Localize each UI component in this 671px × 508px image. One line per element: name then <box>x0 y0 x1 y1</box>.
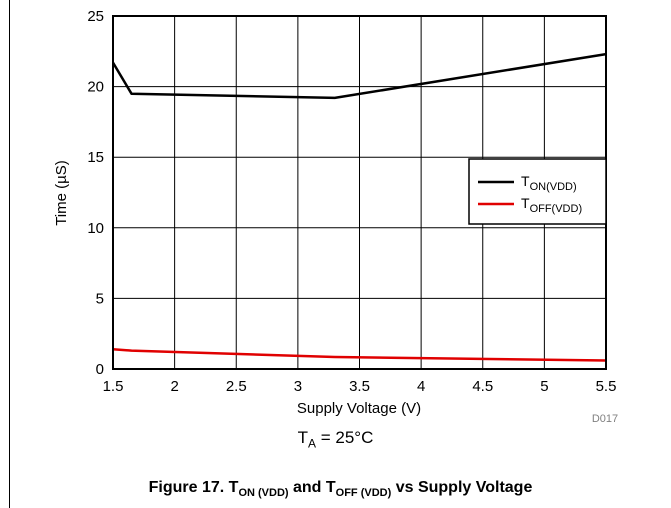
x-tick-label: 2 <box>170 378 178 395</box>
left-frame-line <box>9 0 10 508</box>
caption-prefix: Figure 17. T <box>148 479 239 496</box>
condition-value: = 25°C <box>316 428 374 447</box>
x-tick-label: 5.5 <box>596 378 617 395</box>
x-tick-label: 2.5 <box>226 378 247 395</box>
condition-subscript: A <box>308 436 317 451</box>
x-tick-label: 3.5 <box>349 378 370 395</box>
x-tick-label: 4 <box>417 378 425 395</box>
y-tick-label: 20 <box>87 79 104 96</box>
y-tick-label: 25 <box>87 8 104 25</box>
x-tick-label: 5 <box>540 378 548 395</box>
legend-label-onvdd: TON(VDD) <box>521 173 577 193</box>
series-line-offvdd <box>112 347 607 362</box>
legend-box <box>468 158 607 225</box>
figure-caption: Figure 17. TON (VDD) and TOFF (VDD) vs S… <box>0 479 671 499</box>
y-tick-label: 0 <box>96 361 104 378</box>
series-lines <box>111 52 607 362</box>
x-tick-label: 4.5 <box>472 378 493 395</box>
y-tick-labels: 0 5 10 15 20 25 <box>87 8 104 378</box>
chart-code: D017 <box>592 413 618 425</box>
test-condition: TA = 25°C <box>0 428 671 450</box>
y-tick-label: 5 <box>96 290 104 307</box>
y-axis-label: Time (µS) <box>53 160 70 226</box>
y-tick-label: 10 <box>87 220 104 237</box>
y-tick-label: 15 <box>87 149 104 166</box>
legend-label-offvdd: TOFF(VDD) <box>521 195 582 215</box>
caption-suffix: vs Supply Voltage <box>391 479 533 496</box>
x-tick-label: 1.5 <box>103 378 124 395</box>
caption-mid: and T <box>288 479 336 496</box>
x-tick-label: 3 <box>294 378 302 395</box>
condition-symbol: T <box>297 428 308 447</box>
series-line-onvdd <box>111 52 607 100</box>
legend: TON(VDD)TOFF(VDD) <box>468 158 607 225</box>
caption-sub-on: ON (VDD) <box>238 487 289 500</box>
x-tick-labels: 1.5 2 2.5 3 3.5 4 4.5 5 5.5 <box>103 378 617 395</box>
caption-sub-off: OFF (VDD) <box>335 487 392 500</box>
x-axis-label: Supply Voltage (V) <box>297 400 421 417</box>
